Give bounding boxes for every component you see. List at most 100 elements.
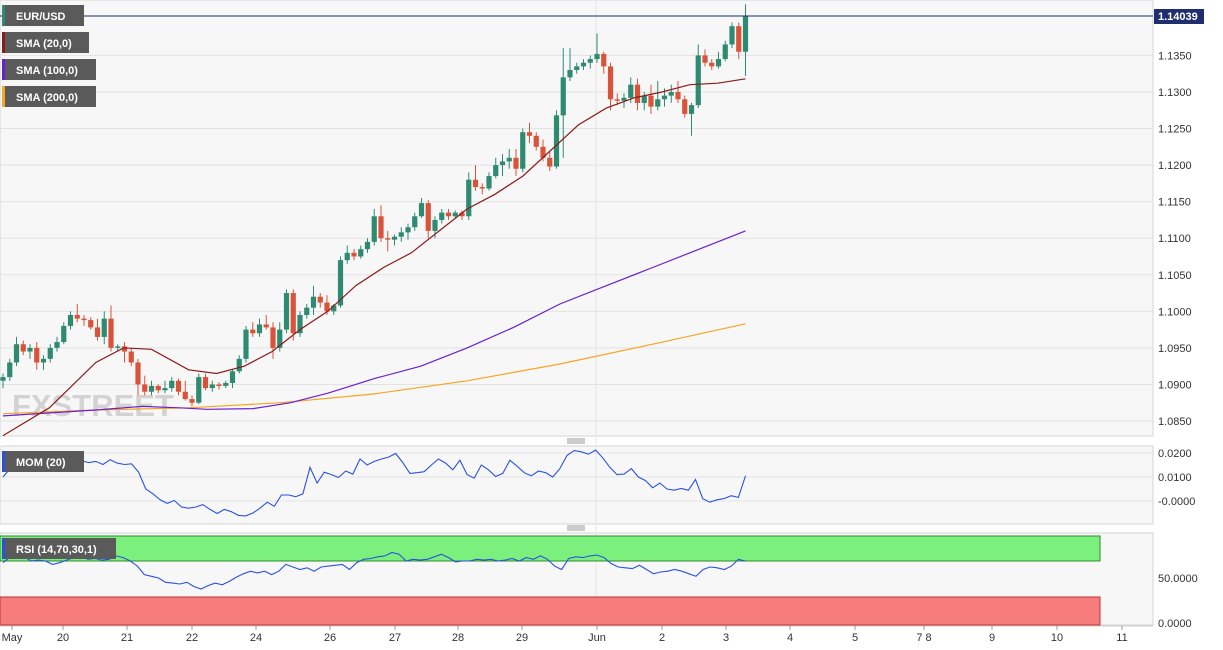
candle-body: [175, 380, 182, 392]
x-tick-label: May: [2, 632, 23, 644]
candle-body: [236, 358, 242, 372]
x-tick-label: 26: [324, 632, 336, 644]
mom-gridlines: [0, 452, 1153, 502]
candle-body: [621, 97, 627, 101]
candle-body: [88, 320, 94, 328]
candle-body: [67, 314, 74, 326]
legend-sma20[interactable]: SMA (20,0): [2, 32, 89, 53]
candle-body: [587, 59, 593, 63]
candle-body: [560, 77, 566, 116]
x-tick-label: 29: [516, 632, 528, 644]
resize-handle-rsi[interactable]: [567, 525, 585, 531]
price-y-tick: 1.1350: [1158, 50, 1192, 62]
candle-body: [580, 62, 587, 67]
candle-body: [688, 105, 695, 114]
candle-body: [216, 384, 222, 386]
candle-body: [250, 329, 256, 334]
candle-body: [445, 212, 452, 217]
candle-body: [472, 179, 479, 188]
x-tick-label: 5: [852, 632, 858, 644]
candle-body: [283, 293, 290, 330]
candle-body: [7, 362, 13, 378]
candle-body: [229, 371, 236, 383]
mom-y-axis: 0.0200 0.0100 -0.0000: [1158, 448, 1195, 508]
candle-body: [108, 318, 114, 348]
x-tick-label: 27: [389, 632, 401, 644]
candle-body: [317, 296, 323, 303]
price-y-tick: 1.1150: [1158, 197, 1191, 209]
legend-symbol[interactable]: EUR/USD: [2, 5, 84, 26]
legend-sma200[interactable]: SMA (200,0): [2, 86, 96, 107]
candle-body: [34, 347, 40, 363]
candle-body: [385, 238, 391, 240]
candle-body: [121, 346, 128, 352]
legend-sma200-label: SMA (200,0): [16, 92, 78, 104]
legend-rsi[interactable]: RSI (14,70,30,1): [2, 538, 116, 559]
x-tick-label: 9: [989, 632, 995, 644]
sma20-layer: [2, 78, 746, 437]
sma100-line: [2, 230, 746, 417]
candle-body: [196, 377, 202, 403]
candle-body: [661, 95, 668, 100]
candle-body: [601, 53, 607, 67]
candle-body: [243, 329, 249, 359]
candle-body: [81, 318, 87, 321]
x-tick-label: 3: [723, 632, 729, 644]
candle-body: [263, 324, 269, 328]
candle-body: [614, 99, 620, 101]
price-y-tick: 1.1300: [1158, 87, 1192, 99]
legend-mom[interactable]: MOM (20): [2, 451, 84, 472]
candle-body: [742, 16, 749, 52]
candle-body: [607, 66, 614, 100]
x-tick-label: 10: [1051, 632, 1063, 644]
rsi-y-tick: 0.0000: [1158, 618, 1192, 630]
candle-body: [364, 241, 371, 250]
candle-body: [20, 344, 26, 352]
candle-body: [209, 384, 215, 389]
candle-body: [182, 391, 188, 400]
candle-body: [715, 59, 722, 67]
candle-body: [634, 84, 641, 103]
candle-body: [13, 344, 20, 363]
candle-body: [391, 236, 398, 240]
candle-body: [61, 325, 67, 343]
price-gridlines: [0, 0, 1153, 625]
candle-body: [142, 384, 148, 392]
candle-body: [169, 380, 175, 389]
legend-sma100-label: SMA (100,0): [16, 65, 78, 77]
x-tick-label: Jun: [588, 632, 606, 644]
legend-sma100[interactable]: SMA (100,0): [2, 59, 96, 80]
rsi-layer: [2, 551, 746, 590]
candle-body: [695, 55, 701, 106]
rsi-y-tick: 50.0000: [1158, 573, 1198, 585]
candle-body: [486, 176, 492, 189]
candle-body: [668, 91, 674, 96]
candle-body: [47, 347, 53, 359]
candle-body: [310, 296, 317, 308]
x-tick-label: 11: [1116, 632, 1127, 644]
candle-body: [358, 249, 364, 257]
candle-body: [189, 399, 195, 403]
candle-body: [493, 165, 499, 177]
fxstreet-watermark: FXSTREET: [12, 388, 174, 423]
candle-body: [729, 26, 735, 45]
candle-body: [290, 293, 296, 334]
sma200-line: [2, 323, 746, 415]
sma200-layer: [2, 323, 746, 415]
x-tick-label: 20: [57, 632, 69, 644]
candle-body: [101, 318, 107, 337]
price-y-tick: 1.1250: [1158, 124, 1192, 136]
candle-body: [27, 347, 33, 352]
candle-body: [513, 157, 519, 169]
x-tick-label: 21: [121, 632, 133, 644]
candle-body: [128, 351, 134, 363]
candle-body: [54, 342, 60, 348]
candle-body: [675, 91, 681, 100]
price-y-axis: 1.1350 1.1300 1.1250 1.1200 1.1150 1.1100 1.10…: [1158, 50, 1192, 428]
sma20-line: [2, 78, 746, 437]
resize-handle-mom[interactable]: [567, 438, 585, 444]
candle-body: [655, 99, 661, 107]
legend-symbol-label: EUR/USD: [16, 11, 66, 23]
candle-body: [722, 44, 728, 60]
